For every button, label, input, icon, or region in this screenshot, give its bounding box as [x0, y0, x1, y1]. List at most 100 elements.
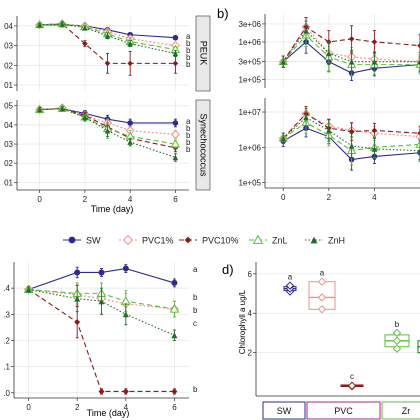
data-point-sw	[98, 269, 105, 276]
x-tick-label: 2	[83, 195, 88, 204]
data-point-znh	[417, 58, 420, 65]
y-tick-label: .2	[3, 336, 10, 345]
x-tick-label: 2	[327, 193, 332, 202]
legend-label: PVC1%	[142, 236, 174, 246]
y-tick-label: .1	[3, 363, 10, 372]
y-tick-label: .0	[3, 389, 10, 398]
data-point-znh	[326, 50, 332, 57]
data-point-pvc10pct	[82, 40, 88, 47]
y-tick-label: 3e+05	[239, 58, 262, 67]
panel-a-syn-strip	[195, 99, 211, 191]
y-tick-label: 03	[4, 42, 13, 51]
series-line-sw	[282, 41, 420, 74]
data-point-pvc10pct	[417, 42, 420, 49]
data-point-znh	[280, 58, 287, 65]
data-point-znh	[172, 50, 179, 57]
group-label-box	[306, 401, 381, 420]
panel-c-grid	[14, 262, 189, 398]
y-tick-label: 02	[4, 61, 13, 70]
box-point	[347, 381, 357, 390]
panel-b-top-series	[278, 17, 420, 81]
y-tick-label: 6	[248, 270, 253, 279]
significance-letter: b	[193, 306, 198, 315]
y-tick-label: 4	[248, 309, 253, 318]
data-point-znh	[371, 58, 378, 65]
data-point-znl	[120, 296, 131, 305]
y-tick-label: .3	[3, 310, 10, 319]
panel-a-peuk-strip	[195, 15, 211, 92]
data-point-sw	[122, 265, 129, 272]
group-label-box	[381, 401, 420, 420]
x-tick-label: 4	[372, 193, 377, 202]
data-point-pvc10pct	[348, 36, 355, 42]
x-tick-label: 2	[75, 403, 80, 412]
data-point-sw	[171, 279, 178, 286]
legend-marker	[252, 234, 264, 244]
series-line-pvc1pct	[282, 112, 420, 139]
panel-b: b) 3e+06 1e+06 3e+05 1e+05 1e+07 1e+06 1e+05 0…	[217, 6, 420, 202]
data-point-sw	[172, 34, 179, 41]
x-tick-label: 6	[172, 403, 177, 412]
panel-c-axes: .4 .3 .2 .1 .0 0 2 4 6	[3, 262, 189, 412]
box-point	[317, 305, 327, 314]
data-point-pvc10pct	[122, 388, 129, 395]
data-point-pvc10pct	[172, 60, 179, 67]
data-point-pvc10pct	[417, 130, 420, 137]
y-tick-label: 03	[4, 140, 13, 149]
data-point-znl	[415, 139, 420, 148]
data-point-pvc10pct	[98, 388, 105, 395]
significance-letter: c	[193, 319, 197, 328]
x-tick-label: 6	[173, 195, 178, 204]
y-tick-label: 01	[4, 81, 13, 90]
y-tick-label: 1e+07	[239, 108, 262, 117]
data-point-znh	[127, 139, 133, 145]
data-point-znh	[348, 58, 355, 65]
y-tick-label: 1e+05	[239, 179, 262, 188]
y-tick-label: 1e+06	[239, 143, 262, 152]
legend-label: SW	[86, 236, 101, 246]
series-line-znl	[282, 34, 420, 66]
legend-label: ZnL	[272, 236, 288, 246]
significance-letter: b	[186, 124, 191, 133]
legend-label: ZnH	[328, 236, 345, 246]
panel-d-grid	[256, 273, 420, 353]
panel-a-syn-strip-label: Synechococcus	[199, 113, 209, 177]
significance-letter: c	[350, 372, 354, 381]
panel-b-top-grid	[265, 14, 420, 88]
data-point-sw	[127, 120, 133, 126]
box-point	[392, 344, 402, 353]
y-tick-label: 04	[4, 121, 13, 130]
data-point-znh	[59, 105, 66, 112]
data-point-znh	[172, 154, 179, 161]
data-point-znh	[82, 114, 88, 121]
legend: SW PVC1% PVC10% ZnL ZnH	[63, 234, 345, 246]
series-line-znh	[39, 23, 176, 55]
legend-marker	[68, 236, 76, 244]
series-line-sw	[282, 127, 420, 161]
data-point-znl	[169, 304, 180, 313]
significance-letter: b	[193, 385, 198, 394]
significance-letter: a	[186, 117, 191, 126]
series-line-znh	[282, 29, 420, 63]
box-point	[317, 293, 327, 302]
legend-marker	[122, 234, 134, 246]
x-tick-label: 0	[26, 403, 31, 412]
x-tick-label: 4	[124, 403, 129, 412]
data-point-znh	[326, 127, 332, 134]
legend-label: PVC10%	[202, 236, 239, 246]
significance-letter: b	[193, 293, 198, 302]
significance-letter: a	[320, 269, 325, 278]
data-point-znh	[104, 32, 111, 39]
significance-letter: b	[186, 53, 191, 62]
series-line-pvc10pct	[282, 112, 420, 139]
y-tick-label: 1e+06	[239, 38, 262, 47]
data-point-znh	[280, 135, 287, 142]
data-point-znh	[171, 332, 178, 339]
data-point-pvc10pct	[127, 60, 133, 67]
series-line-pvc10pct	[282, 26, 420, 62]
data-point-pvc10pct	[348, 128, 355, 135]
